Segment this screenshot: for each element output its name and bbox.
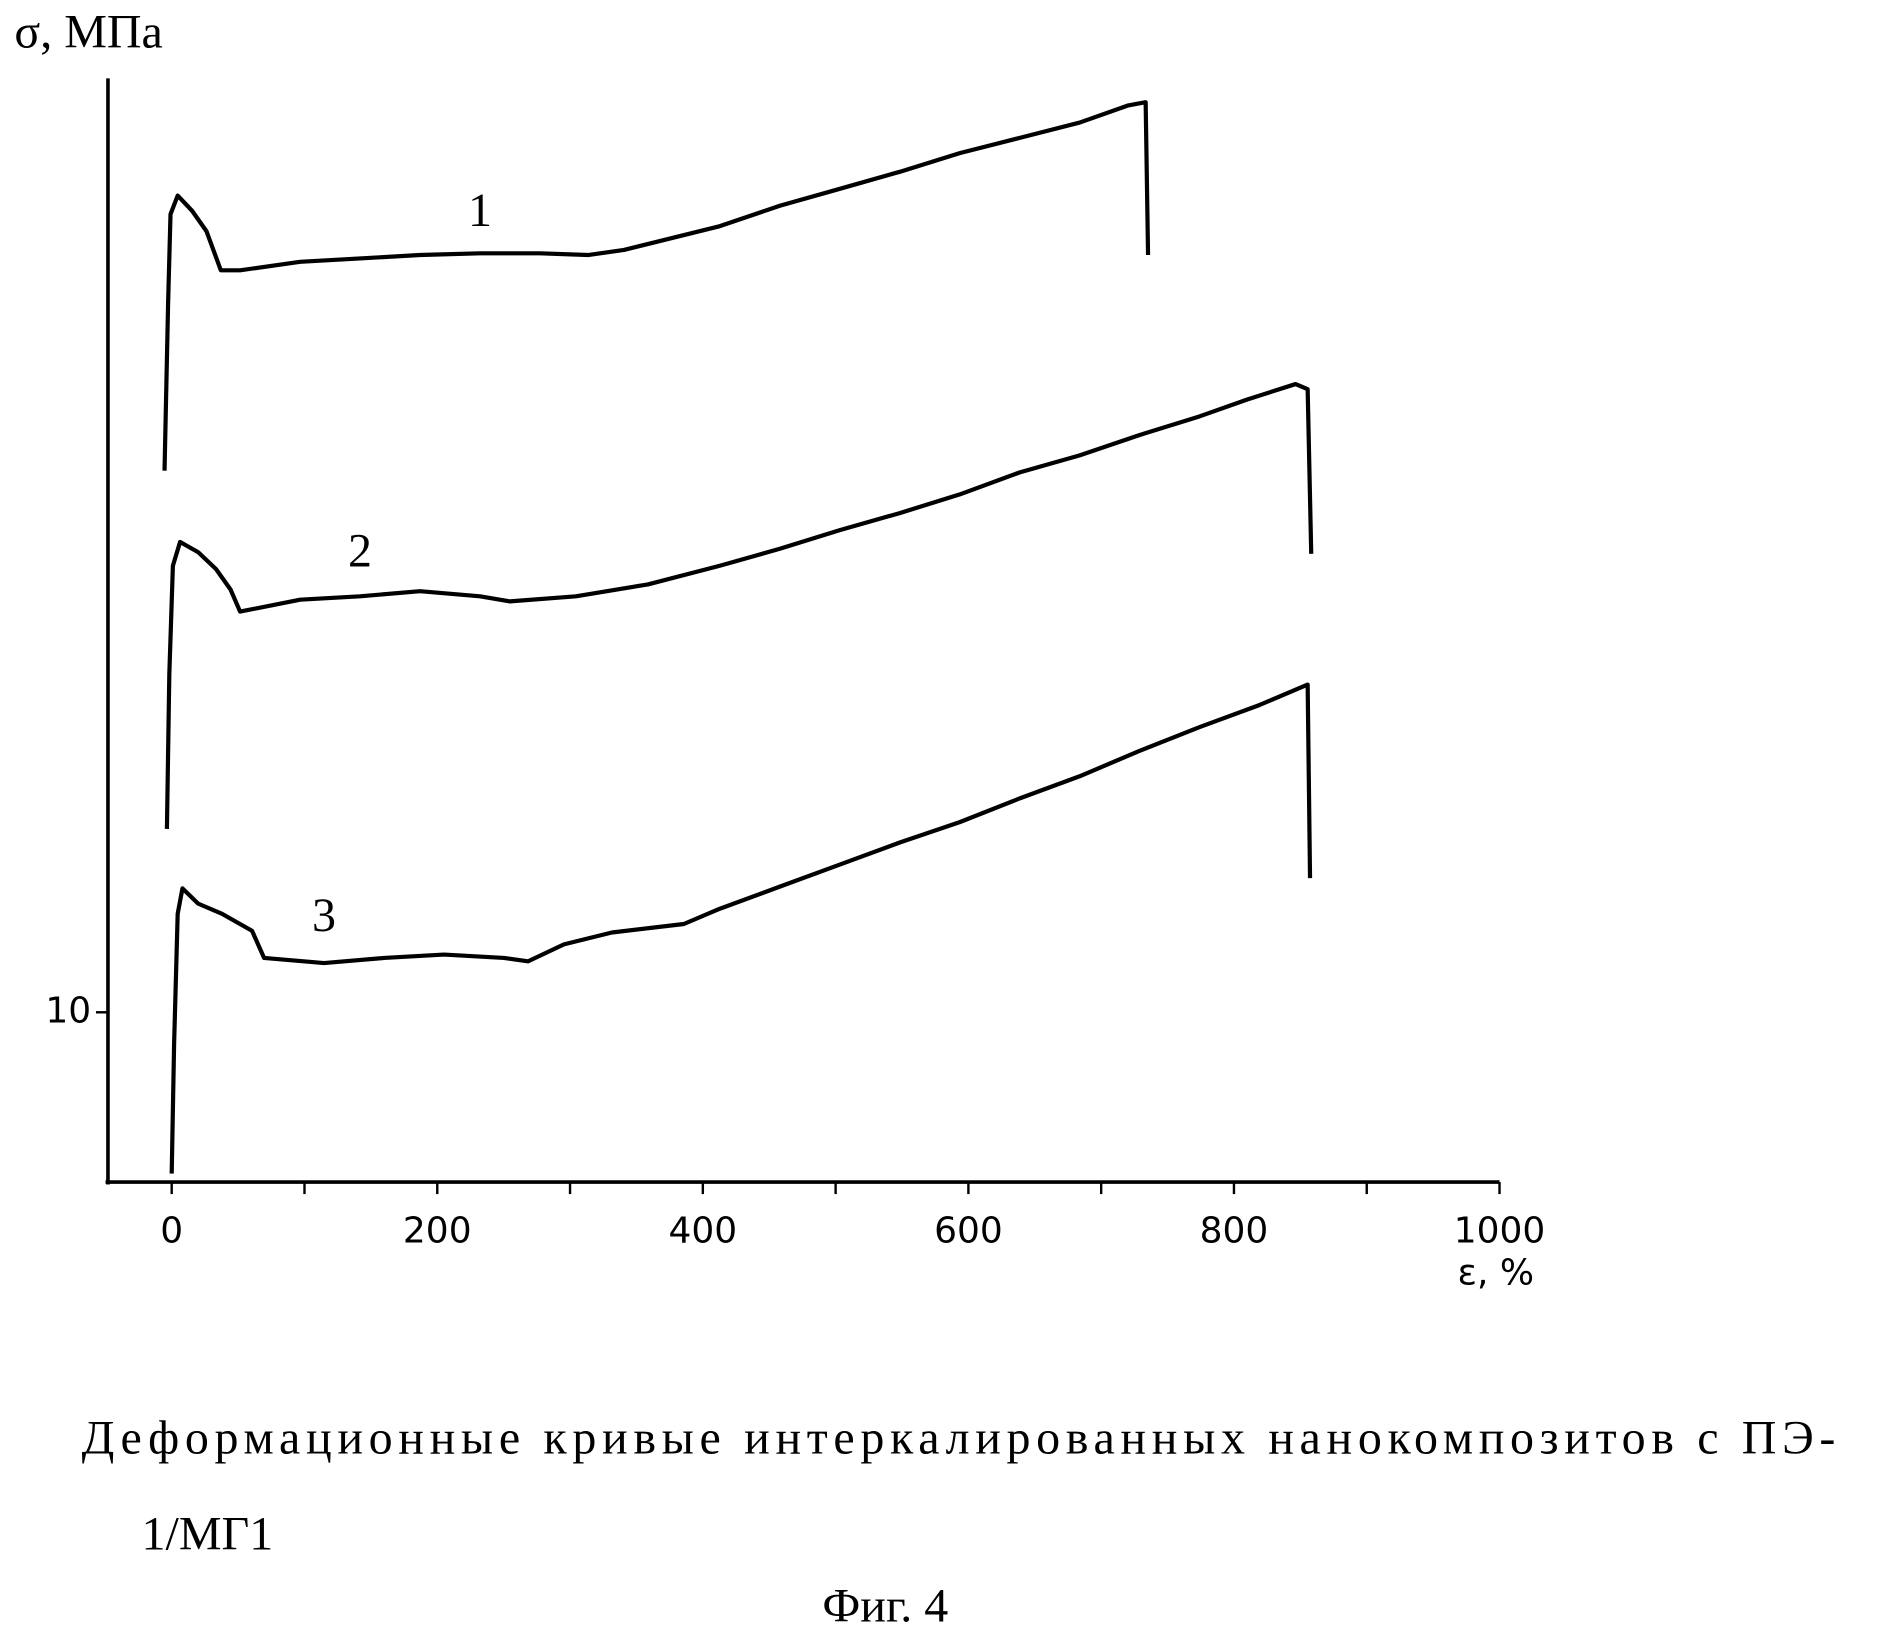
caption-line: Деформационные кривые интеркалированных … [82, 1411, 1836, 1464]
curve [167, 384, 1311, 829]
curve-label: 2 [348, 525, 372, 578]
x-tick-label: 1000 [1454, 1210, 1546, 1251]
x-tick-label: 400 [669, 1210, 738, 1251]
figure-label: Фиг. 4 [822, 1579, 948, 1632]
x-axis-label: ε, % [1458, 1252, 1535, 1293]
caption-line: 1/МГ1 [142, 1507, 274, 1560]
x-tick-label: 200 [403, 1210, 472, 1251]
x-tick-label: 600 [934, 1210, 1003, 1251]
x-tick-label: 800 [1200, 1210, 1269, 1251]
y-axis-label: σ, МПа [14, 5, 162, 58]
curve [172, 685, 1310, 1174]
curve-label: 1 [468, 184, 492, 237]
curve-label: 3 [312, 889, 336, 942]
curve [165, 102, 1149, 470]
x-tick-label: 0 [160, 1210, 183, 1251]
y-tick-label: 10 [45, 990, 91, 1031]
